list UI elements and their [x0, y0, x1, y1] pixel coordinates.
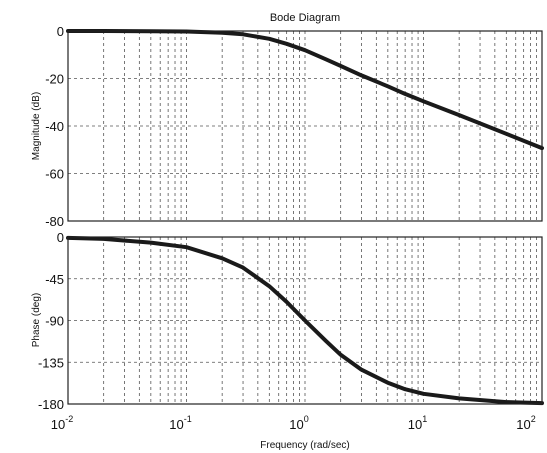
- phase-ytick-label: -135: [38, 355, 64, 370]
- magnitude-grid: [68, 31, 542, 221]
- x-tick-label: 10-1: [169, 414, 191, 432]
- magnitude-axes: [67, 30, 543, 222]
- x-tick-label: 10-2: [51, 414, 73, 432]
- phase-ytick-label: -180: [38, 397, 64, 412]
- chart-title: Bode Diagram: [270, 12, 340, 24]
- magnitude-ytick-label: 0: [57, 24, 64, 39]
- phase-series-line: [66, 235, 544, 406]
- x-tick-labels: 10-2 10-1 100 101 102: [51, 414, 536, 432]
- magnitude-ytick-label: -20: [45, 72, 64, 87]
- phase-axes: [67, 236, 543, 405]
- magnitude-series-line: [66, 29, 544, 151]
- phase-ylabel: Phase (deg): [31, 293, 42, 347]
- phase-ytick-labels: 0 -45 -90 -135 -180: [38, 230, 64, 412]
- magnitude-ytick-label: -40: [45, 119, 64, 134]
- magnitude-ylabel: Magnitude (dB): [31, 92, 42, 160]
- magnitude-ytick-labels: 0 -20 -40 -60 -80: [45, 24, 64, 229]
- frequency-xlabel: Frequency (rad/sec): [260, 440, 349, 451]
- magnitude-ytick-label: -60: [45, 167, 64, 182]
- x-tick-label: 100: [289, 414, 308, 432]
- phase-curve: [66, 235, 544, 406]
- magnitude-ytick-label: -80: [45, 214, 64, 229]
- phase-ytick-label: 0: [57, 230, 64, 245]
- x-tick-label: 102: [516, 414, 535, 432]
- phase-ytick-label: -90: [45, 314, 64, 329]
- magnitude-curve: [66, 29, 544, 151]
- phase-ytick-label: -45: [45, 272, 64, 287]
- x-tick-label: 101: [408, 414, 427, 432]
